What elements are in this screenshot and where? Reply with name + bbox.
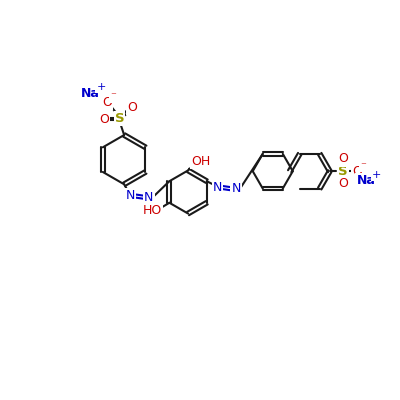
Text: Na: Na bbox=[81, 87, 100, 100]
Text: S: S bbox=[338, 165, 348, 178]
Text: N: N bbox=[126, 189, 135, 202]
Text: N: N bbox=[144, 191, 154, 204]
Text: O: O bbox=[338, 152, 348, 165]
Text: O: O bbox=[99, 113, 109, 126]
Text: O: O bbox=[127, 101, 137, 114]
Text: +: + bbox=[372, 170, 381, 180]
Text: +: + bbox=[96, 82, 106, 92]
Text: O: O bbox=[102, 96, 112, 109]
Text: S: S bbox=[115, 112, 124, 124]
Text: ⁻: ⁻ bbox=[360, 161, 366, 171]
Text: HO: HO bbox=[143, 204, 162, 217]
Text: Na: Na bbox=[356, 174, 375, 187]
Text: ⁻: ⁻ bbox=[110, 92, 116, 102]
Text: N: N bbox=[213, 181, 222, 194]
Text: O: O bbox=[352, 165, 362, 178]
Text: O: O bbox=[338, 177, 348, 190]
Text: OH: OH bbox=[192, 155, 211, 168]
Text: N: N bbox=[231, 182, 241, 196]
